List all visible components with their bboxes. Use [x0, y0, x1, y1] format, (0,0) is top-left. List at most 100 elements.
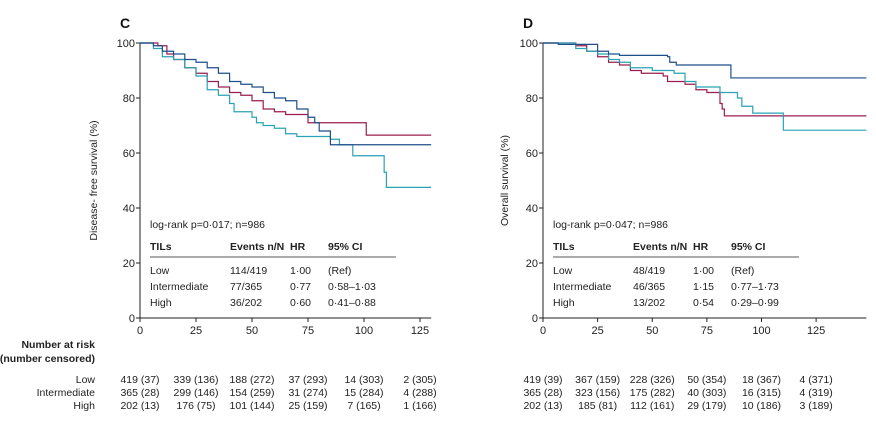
panel-c-table-cell: 36/202: [230, 297, 262, 309]
panel-d-curve-intermediate: [543, 42, 867, 131]
panel-c-table-cell: 0·60: [290, 297, 311, 309]
panel-d-x-tick-label: 100: [752, 325, 770, 337]
panel-d-risk-value: 112 (161): [630, 400, 674, 412]
panel-d-risk-value: 228 (326): [630, 374, 675, 386]
panel-c-y-tick-label: 20: [123, 258, 135, 270]
panel-d-table-cell: 48/419: [633, 265, 665, 277]
panel-d-table-cell: 1·00: [693, 265, 714, 277]
panel-c-x-tick-label: 75: [302, 325, 314, 337]
panel-c-table-cell: 77/365: [230, 281, 262, 293]
panel-d-risk-value: 419 (39): [523, 374, 562, 386]
panel-c-y-tick-label: 100: [117, 38, 135, 50]
panel-c-curve-intermediate: [140, 42, 432, 188]
panel-c-label: C: [120, 15, 130, 31]
panel-c-y-axis-label: Disease- free survival (%): [88, 120, 100, 240]
panel-d-risk-value: 29 (179): [687, 400, 726, 412]
panel-d-table-cell: 0·54: [693, 297, 714, 309]
panel-c-risk-value: 31 (274): [288, 387, 327, 399]
panel-d-x-tick-label: 25: [592, 325, 604, 337]
panel-c-risk-value: 7 (165): [347, 400, 380, 412]
panel-d-risk-value: 50 (354): [687, 374, 726, 386]
panel-d-x-tick-label: 125: [807, 325, 825, 337]
panel-c-curve-low: [140, 42, 432, 136]
panel-d-curve-high: [543, 42, 867, 79]
panel-d-y-tick-label: 20: [526, 258, 538, 270]
panel-d-risk-value: 175 (282): [630, 387, 675, 399]
panel-c-table-cell: Intermediate: [150, 281, 209, 293]
panel-d-risk-value: 367 (159): [575, 374, 620, 386]
panel-c-risk-value: 37 (293): [288, 374, 327, 386]
panel-c-risk-value: 1 (166): [403, 400, 436, 412]
panel-d-risk-value: 3 (189): [799, 400, 832, 412]
panel-d-risk-value: 365 (28): [523, 387, 562, 399]
panel-c-risk-value: 339 (136): [174, 374, 219, 386]
panel-c-x-tick-label: 25: [190, 325, 202, 337]
panel-c-table-cell: 0·77: [290, 281, 311, 293]
panel-d-table-cell: Intermediate: [553, 281, 612, 293]
panel-d-risk-value: 10 (186): [742, 400, 781, 412]
panel-d-table-header: HR: [693, 241, 709, 253]
panel-c-table-cell: 0·58–1·03: [328, 281, 376, 293]
panel-d-table-cell: 0·77–1·73: [731, 281, 779, 293]
panel-c-table-cell: Low: [150, 265, 170, 277]
panel-c-x-tick-label: 50: [246, 325, 258, 337]
panel-d-table-cell: 13/202: [633, 297, 665, 309]
risk-row-label: High: [73, 400, 95, 412]
panel-d-table-cell: 46/365: [633, 281, 665, 293]
panel-c-risk-value: 299 (146): [174, 387, 219, 399]
panel-c-table-cell: 0·41–0·88: [328, 297, 376, 309]
panel-c-x-tick-label: 100: [355, 325, 373, 337]
panel-c-table-cell: 114/419: [230, 265, 267, 277]
panel-c-table-cell: 1·00: [290, 265, 311, 277]
panel-c-curve-high: [140, 42, 432, 146]
panel-c-table-header: HR: [290, 241, 306, 253]
panel-d-y-axis-label: Overall survival (%): [499, 135, 511, 226]
panel-c-y-tick-label: 40: [123, 203, 135, 215]
risk-header-title: Number at risk: [21, 339, 95, 351]
panel-d-risk-value: 16 (315): [742, 387, 781, 399]
panel-d-label: D: [523, 15, 533, 31]
panel-c-y-tick-label: 80: [123, 93, 135, 105]
panel-d-curve-low: [543, 42, 867, 117]
panel-d-logrank-annotation: log-rank p=0·047; n=986: [553, 219, 668, 231]
panel-d-table-cell: Low: [553, 265, 573, 277]
panel-d-x-tick-label: 50: [646, 325, 658, 337]
panel-d-risk-value: 185 (81): [578, 400, 617, 412]
panel-d-y-tick-label: 60: [526, 148, 538, 160]
panel-c-risk-value: 176 (75): [176, 400, 215, 412]
risk-row-label: Low: [76, 374, 96, 386]
risk-row-label: Intermediate: [37, 387, 96, 399]
panel-c-table-header: Events n/N: [230, 241, 284, 253]
panel-d-table-cell: High: [553, 297, 575, 309]
panel-d-x-tick-label: 0: [540, 325, 546, 337]
panel-c-risk-value: 25 (159): [288, 400, 327, 412]
panel-c-risk-value: 15 (284): [344, 387, 383, 399]
panel-c-table-cell: High: [150, 297, 172, 309]
panel-c-risk-value: 188 (272): [230, 374, 275, 386]
panel-c-table-cell: (Ref): [328, 265, 351, 277]
panel-c-risk-value: 2 (305): [403, 374, 436, 386]
panel-c-table-header: 95% CI: [328, 241, 363, 253]
panel-d-table-cell: (Ref): [731, 265, 754, 277]
panel-d-y-tick-label: 80: [526, 93, 538, 105]
panel-d-risk-value: 323 (156): [575, 387, 620, 399]
panel-c-risk-value: 365 (28): [120, 387, 159, 399]
panel-d-y-tick-label: 40: [526, 203, 538, 215]
panel-d-table-cell: 1·15: [693, 281, 714, 293]
panel-c-x-tick-label: 0: [137, 325, 143, 337]
panel-d-y-tick-label: 0: [532, 313, 538, 325]
panel-d-table-header: TILs: [553, 241, 575, 253]
panel-d-risk-value: 40 (303): [687, 387, 726, 399]
panel-c-table-header: TILs: [150, 241, 172, 253]
panel-d-x-tick-label: 75: [701, 325, 713, 337]
panel-c-risk-value: 101 (144): [230, 400, 275, 412]
panel-c-y-tick-label: 0: [129, 313, 135, 325]
panel-d-risk-value: 4 (319): [799, 387, 832, 399]
panel-d-risk-value: 4 (371): [799, 374, 832, 386]
panel-c-risk-value: 14 (303): [344, 374, 383, 386]
panel-c-risk-value: 154 (259): [230, 387, 275, 399]
panel-d-table-header: 95% CI: [731, 241, 766, 253]
panel-d-risk-value: 202 (13): [523, 400, 562, 412]
panel-c-risk-value: 4 (288): [403, 387, 436, 399]
